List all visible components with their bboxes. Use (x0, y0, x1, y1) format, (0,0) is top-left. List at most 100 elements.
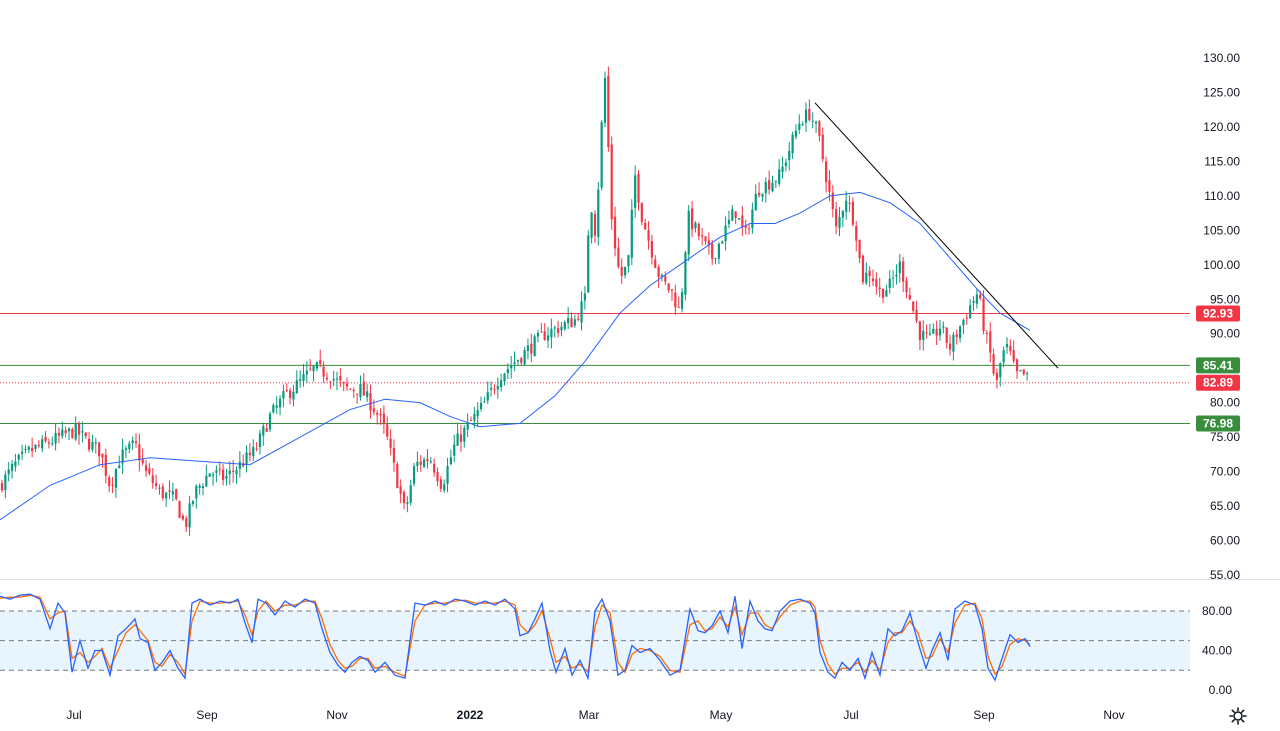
candle (922, 320, 925, 351)
candle (386, 416, 389, 441)
candle-body (436, 471, 439, 482)
candle (593, 210, 597, 243)
candle (969, 299, 972, 319)
candle-body (426, 458, 429, 462)
candle (543, 323, 546, 341)
candle-body (222, 469, 225, 480)
candle-body (94, 442, 97, 444)
candle (332, 370, 335, 387)
candle (339, 368, 342, 388)
candle-body (289, 390, 292, 398)
oscillator-tick-label: 0.00 (1209, 683, 1233, 697)
candle-body (965, 317, 968, 319)
trendline[interactable] (814, 102, 1059, 369)
candle-body (10, 463, 14, 471)
candle (429, 456, 432, 464)
candle-body (811, 120, 814, 122)
candle-body (999, 363, 1002, 378)
candle-body (818, 121, 821, 136)
candle (1005, 337, 1009, 354)
candle (741, 205, 744, 237)
candle-body (637, 173, 640, 203)
price-label-text: 92.93 (1203, 307, 1233, 321)
candle-body (248, 452, 251, 456)
candle-body (627, 255, 630, 267)
candle (392, 439, 396, 472)
candle (667, 283, 670, 293)
candle (275, 396, 278, 415)
candle (855, 221, 858, 252)
price-tick-label: 70.00 (1210, 465, 1240, 479)
candle-body (543, 331, 546, 340)
candle (423, 457, 426, 469)
candle-body (409, 485, 412, 503)
candle (155, 474, 158, 490)
candle-body (476, 409, 479, 417)
candle (657, 264, 660, 288)
candle (553, 325, 556, 338)
candle (704, 236, 707, 246)
price-tick-label: 115.00 (1204, 154, 1240, 168)
candle-body (121, 449, 124, 464)
candle (436, 467, 439, 487)
candle-body (553, 327, 556, 329)
candle-body (788, 150, 791, 161)
candle (51, 436, 54, 447)
candle (546, 327, 550, 348)
candle (510, 355, 513, 379)
candle (888, 270, 891, 294)
candle-body (1022, 369, 1025, 375)
candle-body (687, 210, 690, 255)
candle (285, 383, 288, 393)
candle-body (536, 332, 540, 337)
candle-body (439, 479, 442, 489)
candle-body (821, 134, 824, 160)
gear-icon[interactable] (1228, 706, 1248, 726)
candle (128, 440, 131, 454)
candle-body (111, 484, 114, 486)
candle-body (21, 451, 24, 454)
candle (530, 333, 533, 363)
candle-body (335, 378, 339, 380)
candle-body (158, 487, 161, 489)
time-tick-label: Nov (1103, 708, 1124, 722)
candle-body (232, 470, 235, 472)
candle-body (680, 292, 684, 309)
candle (101, 453, 104, 468)
candle-body (791, 134, 794, 154)
candle-body (77, 422, 81, 435)
candle (195, 484, 198, 509)
price-series (0, 66, 1029, 536)
candle-body (550, 328, 553, 338)
candle-body (593, 214, 597, 236)
candle (677, 296, 680, 308)
candle (77, 421, 81, 445)
price-label-text: 85.41 (1203, 358, 1233, 372)
candle-body (342, 382, 345, 384)
trendline-segment[interactable] (814, 102, 1059, 369)
candle-body (171, 491, 174, 495)
oscillator-tick-label: 80.00 (1202, 604, 1232, 618)
candle (47, 438, 50, 449)
candle-body (366, 391, 369, 398)
candle-body (124, 448, 128, 451)
candle-body (674, 292, 677, 308)
candle-body (667, 283, 670, 291)
candle (995, 368, 999, 389)
candle (717, 242, 720, 265)
candle (694, 221, 697, 233)
candle-body (717, 243, 720, 259)
candle (938, 319, 942, 341)
candle-body (871, 278, 875, 282)
candle (37, 440, 40, 449)
candle-body (205, 475, 208, 487)
candle (613, 206, 617, 257)
candle (674, 284, 677, 315)
candle-body (878, 287, 881, 290)
candle-body (27, 446, 30, 450)
candle-body (419, 461, 422, 465)
candle (516, 359, 519, 365)
candle (513, 351, 516, 372)
candle (714, 257, 717, 265)
